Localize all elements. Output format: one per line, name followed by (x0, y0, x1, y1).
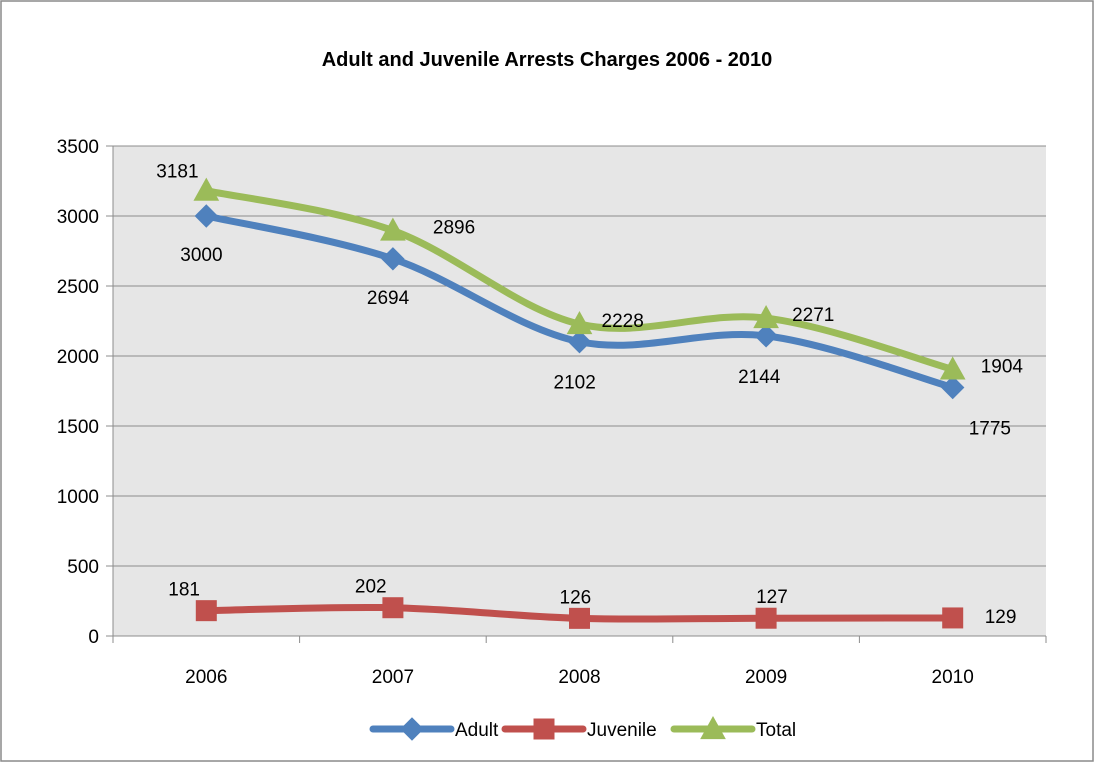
data-point-juvenile (195, 600, 217, 622)
data-point-adult (754, 324, 778, 348)
data-point-adult (567, 330, 592, 354)
data-label-adult: 1775 (969, 419, 1011, 440)
legend-marker-juvenile (533, 718, 555, 740)
data-label-total: 2896 (433, 218, 475, 239)
x-tick-label: 2010 (932, 667, 974, 688)
data-label-total: 1904 (981, 356, 1024, 377)
data-point-juvenile (569, 607, 590, 629)
data-point-juvenile (382, 597, 404, 619)
data-point-adult (381, 247, 405, 271)
data-label-total: 2228 (602, 311, 644, 332)
y-tick-label: 1500 (57, 417, 99, 438)
data-point-total (193, 177, 220, 201)
y-tick-label: 2000 (57, 347, 99, 368)
gridlines (113, 145, 1046, 567)
markers (193, 177, 966, 629)
data-point-juvenile (942, 607, 964, 629)
data-label-juvenile: 129 (985, 607, 1017, 628)
data-label-total: 3181 (156, 162, 198, 183)
data-point-total (380, 217, 406, 241)
data-labels: 3000 2694 2102 2144 1775 181 202 126 127 129 3181 2… (156, 162, 1023, 628)
y-tick-label: 3500 (57, 137, 99, 158)
data-label-adult: 2144 (738, 367, 781, 388)
y-tick-label: 500 (67, 557, 99, 578)
axes: 0 500 1000 1500 2000 2500 3000 3500 2006 2007 2008… (57, 137, 1047, 688)
legend-marker-adult (400, 717, 424, 741)
data-label-adult: 3000 (180, 245, 222, 266)
legend-label-adult: Adult (455, 720, 499, 741)
data-point-total (566, 311, 593, 335)
y-tick-label: 3000 (57, 207, 99, 228)
data-label-juvenile: 127 (756, 587, 788, 608)
data-label-juvenile: 202 (355, 577, 387, 598)
x-tick-label: 2008 (558, 667, 600, 688)
x-tick-label: 2007 (372, 667, 414, 688)
y-tick-label: 2500 (57, 277, 99, 298)
data-label-adult: 2694 (367, 288, 410, 309)
data-label-total: 2271 (792, 305, 834, 326)
x-tick-label: 2006 (185, 667, 227, 688)
data-point-adult (194, 204, 219, 228)
y-tick-label: 1000 (57, 487, 99, 508)
legend-marker-total (700, 715, 726, 740)
chart-title: Adult and Juvenile Arrests Charges 2006 … (322, 49, 773, 71)
y-tick-label: 0 (88, 627, 99, 648)
legend-label-juvenile: Juvenile (587, 720, 657, 741)
data-label-juvenile: 181 (168, 580, 200, 601)
x-tick-label: 2009 (745, 667, 787, 688)
data-point-total (939, 356, 966, 380)
data-point-juvenile (755, 607, 777, 629)
data-label-adult: 2102 (554, 373, 596, 394)
legend-label-total: Total (756, 720, 796, 741)
legend: Adult Juvenile Total (369, 715, 796, 741)
data-point-adult (940, 375, 965, 400)
data-label-juvenile: 126 (560, 587, 592, 608)
data-point-total (753, 305, 779, 329)
